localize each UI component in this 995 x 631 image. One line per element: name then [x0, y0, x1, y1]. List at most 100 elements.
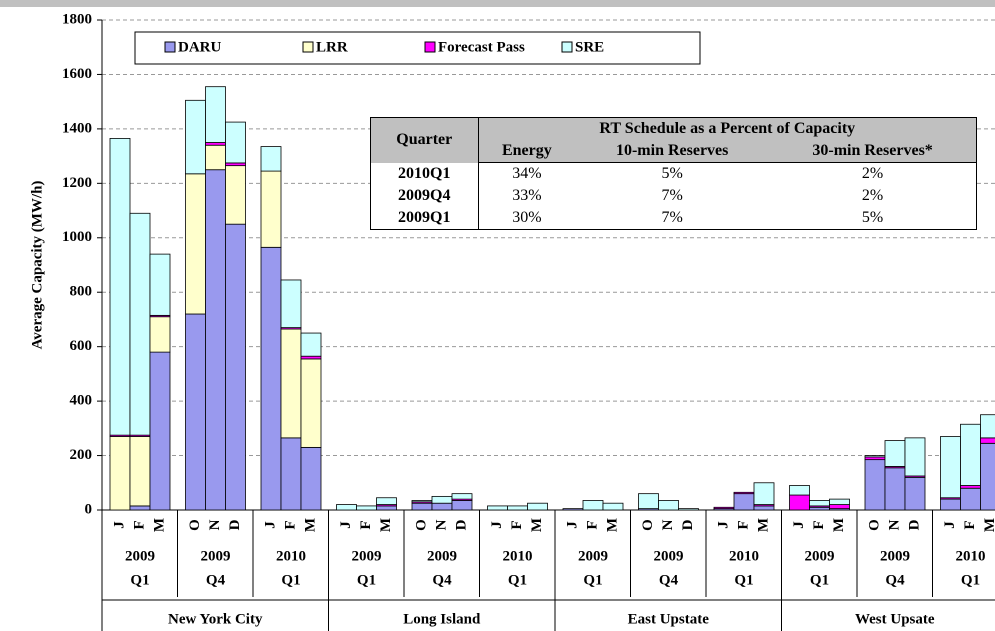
bar-segment: [149, 253, 171, 316]
bar-segment: [376, 505, 397, 511]
bar-segment: [980, 442, 995, 511]
quarter-year-label: 2010: [956, 548, 986, 564]
bar-segment: [487, 505, 508, 511]
x-tick-label: F: [131, 520, 147, 529]
quarter-label: Q1: [281, 572, 300, 588]
table-cell: 2%: [861, 165, 884, 182]
bar-segment: [829, 498, 850, 505]
bar-segment: [300, 332, 322, 357]
bar-segment: [960, 423, 981, 486]
bar-segment: [582, 500, 604, 511]
table-row: 2009Q1 30% 7% 5%: [370, 207, 977, 230]
y-tick-label: 1200: [62, 175, 92, 191]
table-cell: 34%: [512, 165, 542, 182]
bar-segment: [149, 351, 171, 511]
y-tick-label: 1600: [62, 66, 92, 82]
y-tick-label: 1000: [62, 229, 92, 245]
x-tick-label: J: [564, 521, 580, 529]
legend-box: [134, 31, 701, 65]
bar-segment: [149, 316, 171, 353]
table-cell: 5%: [661, 165, 683, 182]
bar-segment: [129, 436, 151, 507]
x-tick-label: M: [151, 518, 167, 532]
x-tick-label: M: [302, 518, 318, 532]
bar-segment: [713, 506, 735, 510]
top-band: [0, 0, 995, 7]
quarter-year-label: 2009: [125, 548, 155, 564]
bar-segment: [129, 505, 151, 511]
bar-segment: [904, 476, 926, 511]
table-row: 2010Q1 34% 5% 2%: [370, 162, 977, 185]
y-tick-label: 400: [70, 393, 93, 409]
quarter-label: Q1: [734, 572, 753, 588]
region-label: Long Island: [403, 611, 481, 627]
legend-label: SRE: [575, 39, 604, 55]
x-tick-label: O: [413, 519, 429, 531]
bar-segment: [336, 504, 357, 511]
legend-label: DARU: [178, 39, 221, 55]
bar-segment: [733, 493, 755, 511]
row-header: 2009Q4: [370, 185, 479, 207]
bar-segment: [733, 491, 755, 495]
x-tick-label: J: [715, 521, 731, 529]
x-tick-label: O: [640, 519, 656, 531]
quarter-year-label: 2009: [880, 548, 910, 564]
bar-segment: [980, 414, 995, 439]
bar-segment: [280, 328, 302, 439]
x-tick-label: J: [111, 521, 127, 529]
bar-segment: [260, 170, 282, 248]
quarter-label: Q1: [357, 572, 376, 588]
bar-segment: [225, 165, 246, 225]
x-tick-label: F: [962, 520, 978, 529]
bar-segment: [109, 436, 131, 511]
bar-segment: [280, 279, 302, 329]
table-cell: 5%: [861, 209, 884, 226]
x-tick-label: F: [584, 520, 600, 529]
quarter-label: Q4: [659, 572, 679, 588]
bar-segment: [864, 455, 886, 458]
bar-segment: [431, 495, 453, 504]
bar-segment: [809, 500, 830, 507]
x-tick-label: M: [755, 518, 771, 532]
x-tick-label: J: [338, 521, 354, 529]
quarter-label: Q1: [810, 572, 829, 588]
bar-segment: [205, 169, 226, 511]
table-cell: 30%: [512, 209, 542, 226]
table-subheader: Energy 10-min Reserves 30-min Reserves*: [371, 140, 977, 163]
bar-segment: [864, 456, 886, 461]
quarter-label: Q1: [583, 572, 602, 588]
quarter-year-label: 2010: [276, 548, 306, 564]
bar-segment: [753, 482, 775, 505]
bar-segment: [507, 505, 528, 511]
bar-segment: [260, 246, 282, 511]
region-label: West Upsate: [855, 611, 935, 627]
bar-segment: [411, 502, 433, 511]
bar-segment: [376, 497, 397, 505]
table-cell: 2%: [861, 187, 884, 204]
y-tick-label: 800: [70, 284, 93, 300]
bar-segment: [129, 212, 151, 436]
bar-segment: [678, 508, 699, 511]
y-tick-label: 1800: [62, 11, 92, 27]
bar-segment: [300, 358, 322, 448]
legend-swatch: [424, 41, 436, 53]
x-tick-label: M: [529, 518, 545, 532]
bar-segment: [829, 504, 850, 510]
bar-segment: [940, 436, 961, 499]
x-tick-label: F: [509, 520, 525, 529]
x-tick-label: D: [453, 519, 469, 530]
bar-segment: [225, 223, 246, 511]
x-tick-label: F: [282, 520, 298, 529]
bar-segment: [789, 485, 810, 496]
x-tick-label: J: [489, 521, 505, 529]
quarter-year-label: 2009: [352, 548, 382, 564]
bar-segment: [658, 500, 679, 511]
quarter-label: Q4: [432, 572, 452, 588]
legend-label: Forecast Pass: [438, 39, 525, 55]
quarter-label: Q1: [508, 572, 527, 588]
quarter-header: Quarter: [370, 117, 479, 163]
quarter-label: Q4: [206, 572, 226, 588]
x-tick-label: N: [660, 519, 676, 530]
bar-segment: [356, 505, 377, 511]
column-header: 30-min Reserves*: [769, 140, 977, 163]
